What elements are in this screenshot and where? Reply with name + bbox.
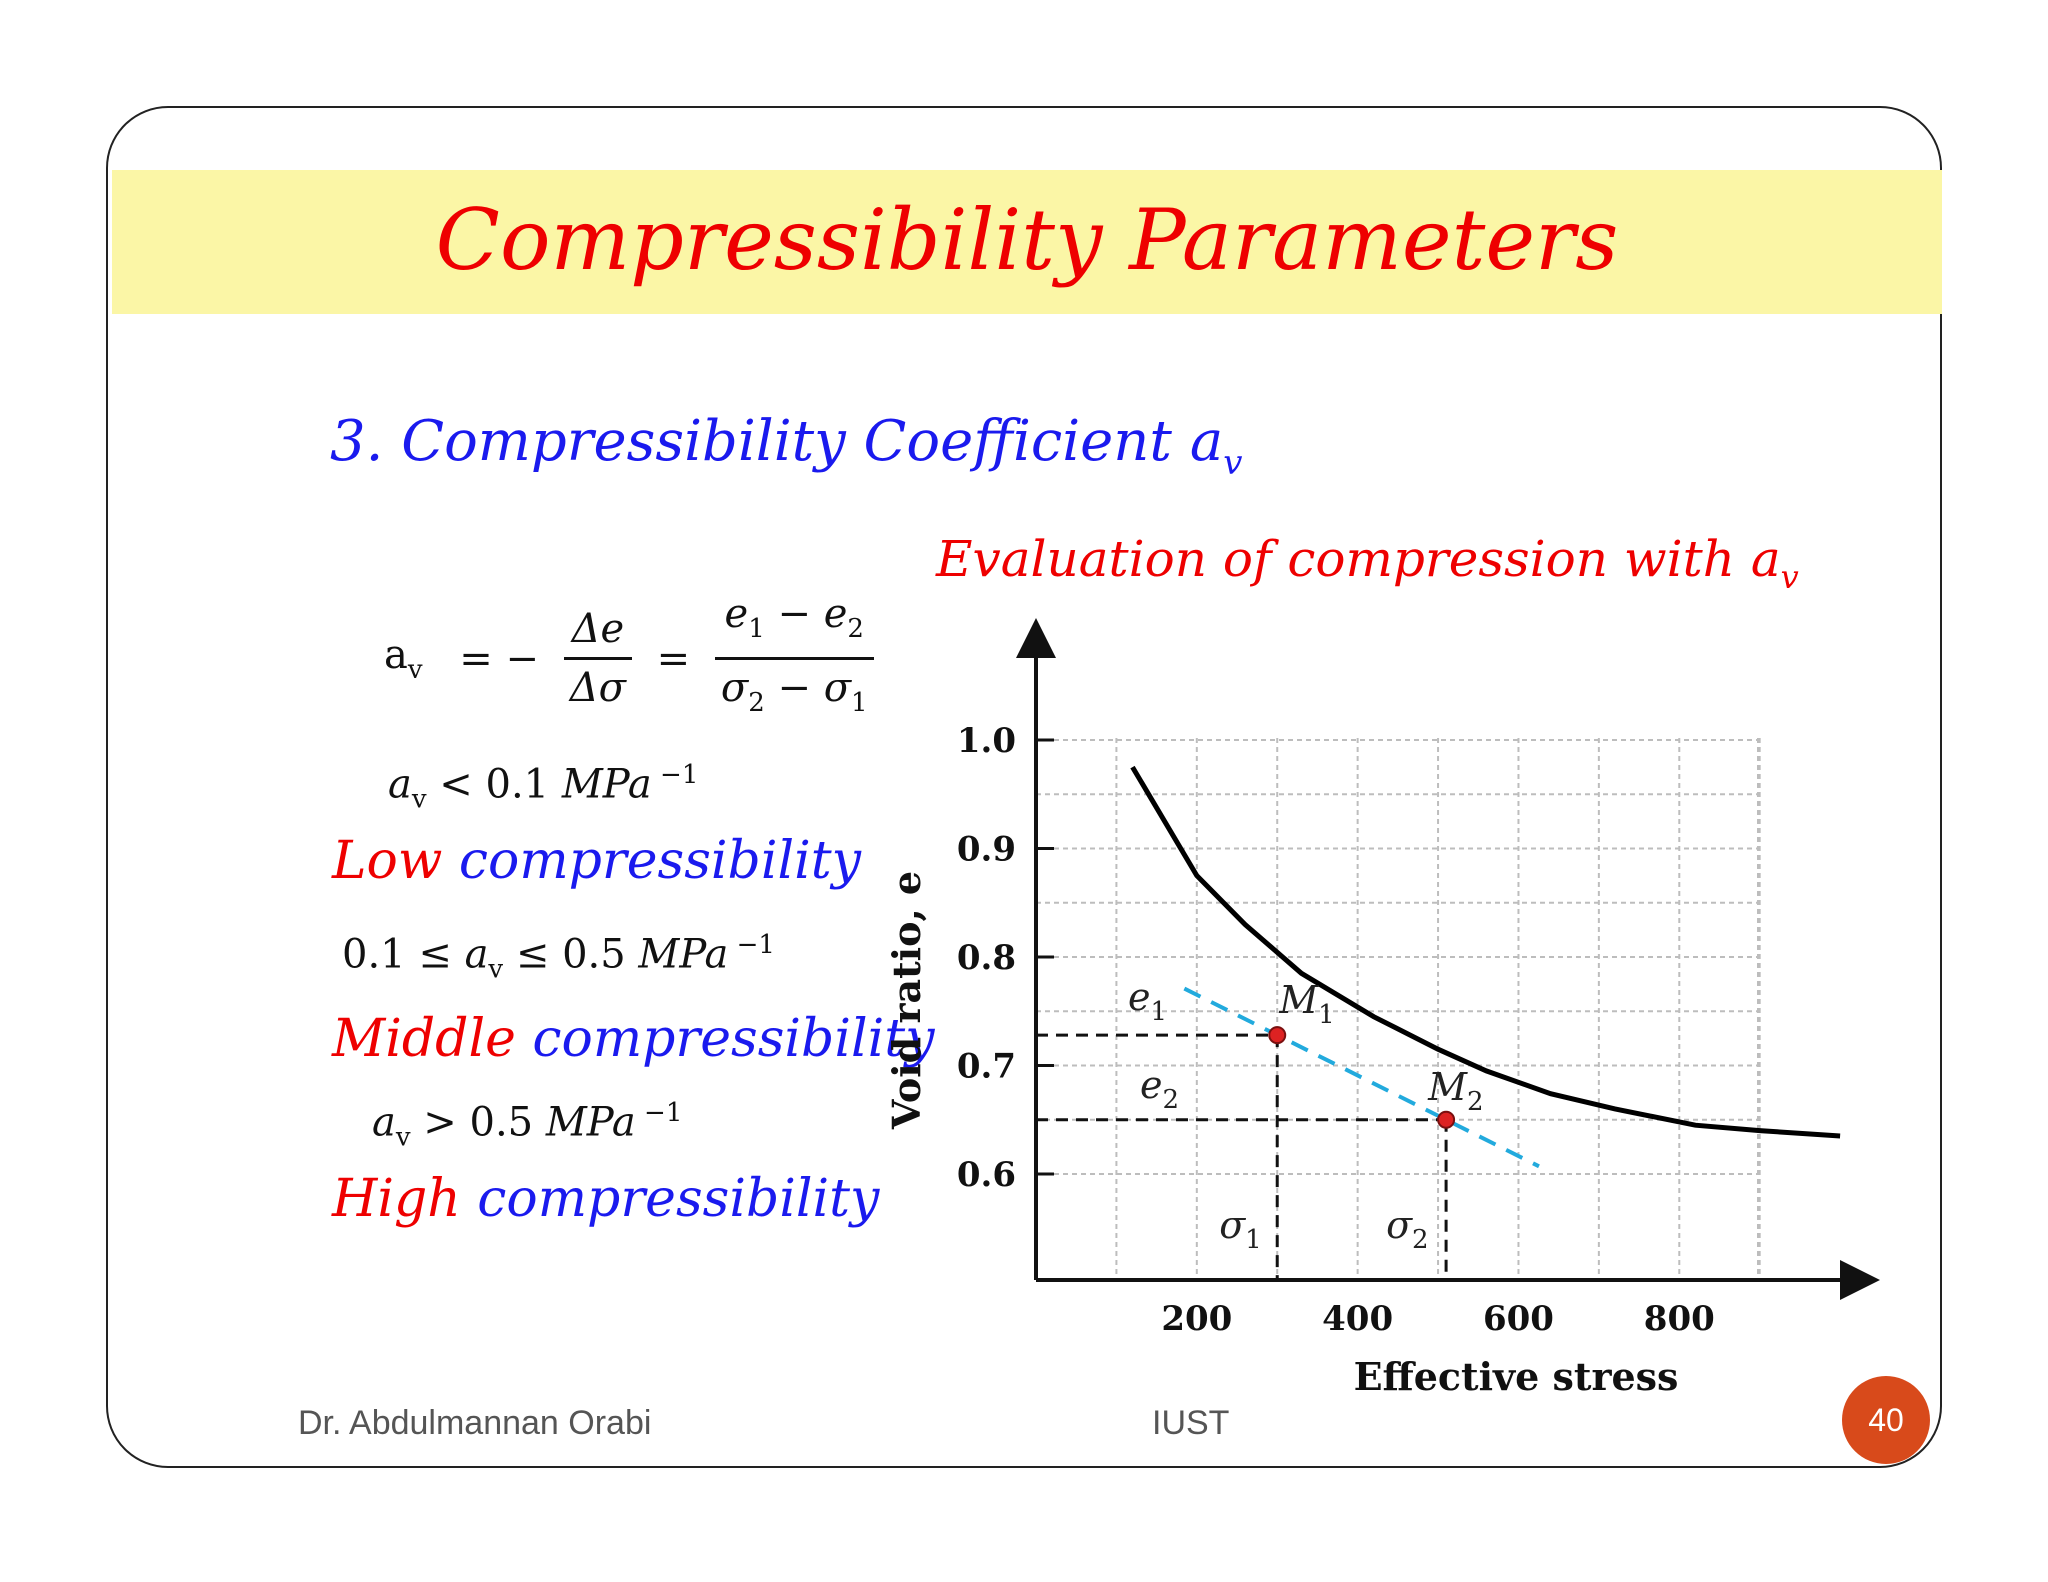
formula-numerator: e1 − e2 xyxy=(714,586,874,660)
footer-author: Dr. Abdulmannan Orabi xyxy=(298,1404,652,1442)
slide-frame xyxy=(106,106,1942,1468)
condition-middle: 0.1 ≤ av ≤ 0.5 MPa −1 xyxy=(342,930,775,984)
formula-fraction-delta: Δe Δσ xyxy=(563,601,632,716)
cond-mid-post: ≤ 0.5 xyxy=(503,931,639,978)
coefficient-formula: av = − Δe Δσ = e1 − e2 σ2 − σ1 xyxy=(372,586,874,731)
chart-heading-text: Evaluation of compression with xyxy=(936,530,1735,588)
label-m2: M2 xyxy=(1427,1065,1483,1117)
formula-delta-sigma: Δσ xyxy=(569,665,626,711)
cond-low-var: a xyxy=(388,761,412,808)
class-middle-word: Middle xyxy=(332,1009,516,1069)
cond-mid-pre: 0.1 ≤ xyxy=(342,931,465,978)
formula-eq2: = xyxy=(656,635,691,682)
class-middle-compressibility: compressibility xyxy=(532,1009,935,1069)
formula-delta-e: Δe xyxy=(563,601,632,660)
formula-lhs-var: a xyxy=(384,632,408,678)
formula-eq1: = − xyxy=(459,635,540,682)
den-s2: σ xyxy=(720,665,749,711)
slide-title: Compressibility Parameters xyxy=(435,191,1619,289)
x-tick-label: 800 xyxy=(1644,1299,1715,1339)
class-low: Low compressibility xyxy=(332,826,861,896)
class-high: High compressibility xyxy=(332,1164,879,1234)
formula-fraction-values: e1 − e2 σ2 − σ1 xyxy=(714,586,874,731)
den-s1: σ xyxy=(823,665,852,711)
y-tick-label: 0.9 xyxy=(957,830,1016,870)
label-sigma1: σ1 xyxy=(1219,1203,1262,1255)
class-middle: Middle compressibility xyxy=(332,1004,935,1074)
cond-high-sub: v xyxy=(395,1122,411,1153)
chart-heading: Evaluation of compression with av xyxy=(936,524,1799,612)
chart-heading-symbol-sub: v xyxy=(1780,558,1799,596)
chart-axes xyxy=(1016,618,1880,1300)
num-e1-sub: 1 xyxy=(748,614,765,644)
chart-points xyxy=(1268,1026,1456,1129)
point-m2 xyxy=(1437,1110,1456,1129)
tangent-line xyxy=(1183,986,1540,1169)
class-high-compressibility: compressibility xyxy=(477,1169,880,1229)
chart-guides xyxy=(1036,1033,1448,1280)
label-e1: e1 xyxy=(1128,975,1167,1027)
den-s2-sub: 2 xyxy=(748,688,765,718)
condition-high: av > 0.5 MPa −1 xyxy=(372,1098,682,1152)
y-tick-label: 0.8 xyxy=(957,938,1016,978)
label-sigma2: σ2 xyxy=(1386,1203,1429,1255)
y-axis-title: Void ratio, e xyxy=(884,871,929,1130)
y-tick-label: 0.7 xyxy=(957,1047,1016,1087)
x-tick-label: 600 xyxy=(1483,1299,1554,1339)
y-tick-label: 0.6 xyxy=(957,1155,1016,1195)
condition-low: av < 0.1 MPa −1 xyxy=(388,760,698,814)
chart-heading-symbol: a xyxy=(1750,530,1781,588)
num-e2: e xyxy=(823,591,848,637)
x-axis-title: Effective stress xyxy=(1354,1354,1679,1399)
section-heading-symbol-sub: v xyxy=(1223,443,1243,483)
void-ratio-curve xyxy=(1130,765,1841,1139)
cond-low-post: < 0.1 xyxy=(426,761,562,808)
num-e2-sub: 2 xyxy=(847,614,864,644)
cond-high-unit: MPa xyxy=(545,1099,636,1146)
cond-low-exp: −1 xyxy=(651,760,699,790)
cond-high-exp: −1 xyxy=(635,1098,683,1128)
cond-mid-unit: MPa xyxy=(638,931,729,978)
footer-institution: IUST xyxy=(1152,1404,1230,1442)
cond-mid-exp: −1 xyxy=(728,930,775,960)
page-number-badge: 40 xyxy=(1842,1376,1930,1464)
cond-low-unit: MPa xyxy=(561,761,652,808)
section-heading-symbol: a xyxy=(1189,409,1224,474)
formula-lhs: av xyxy=(384,632,423,685)
cond-high-var: a xyxy=(372,1099,396,1146)
cond-mid-sub: v xyxy=(488,954,504,985)
section-heading-text: 3. Compressibility Coefficient xyxy=(330,409,1172,474)
title-band xyxy=(112,170,1942,314)
class-high-word: High xyxy=(332,1169,461,1229)
section-heading: 3. Compressibility Coefficient av xyxy=(330,402,1242,503)
x-tick-label: 200 xyxy=(1161,1299,1232,1339)
cond-low-sub: v xyxy=(411,784,427,815)
x-tick-label: 400 xyxy=(1322,1299,1393,1339)
class-low-compressibility: compressibility xyxy=(458,831,862,891)
den-s1-sub: 1 xyxy=(851,688,868,718)
cond-mid-var: a xyxy=(464,931,489,978)
label-e2: e2 xyxy=(1140,1063,1179,1115)
chart-ticks: 0.6 0.7 0.8 0.9 1.0 200 400 600 800 xyxy=(957,721,1715,1339)
formula-lhs-sub: v xyxy=(407,655,423,685)
class-low-word: Low xyxy=(332,831,443,891)
num-minus: − xyxy=(764,591,824,637)
y-tick-label: 1.0 xyxy=(957,721,1016,761)
formula-denominator: σ2 − σ1 xyxy=(715,660,874,731)
num-e1: e xyxy=(724,591,749,637)
den-minus: − xyxy=(764,665,824,711)
cond-high-post: > 0.5 xyxy=(410,1099,546,1146)
point-m1 xyxy=(1268,1026,1287,1045)
